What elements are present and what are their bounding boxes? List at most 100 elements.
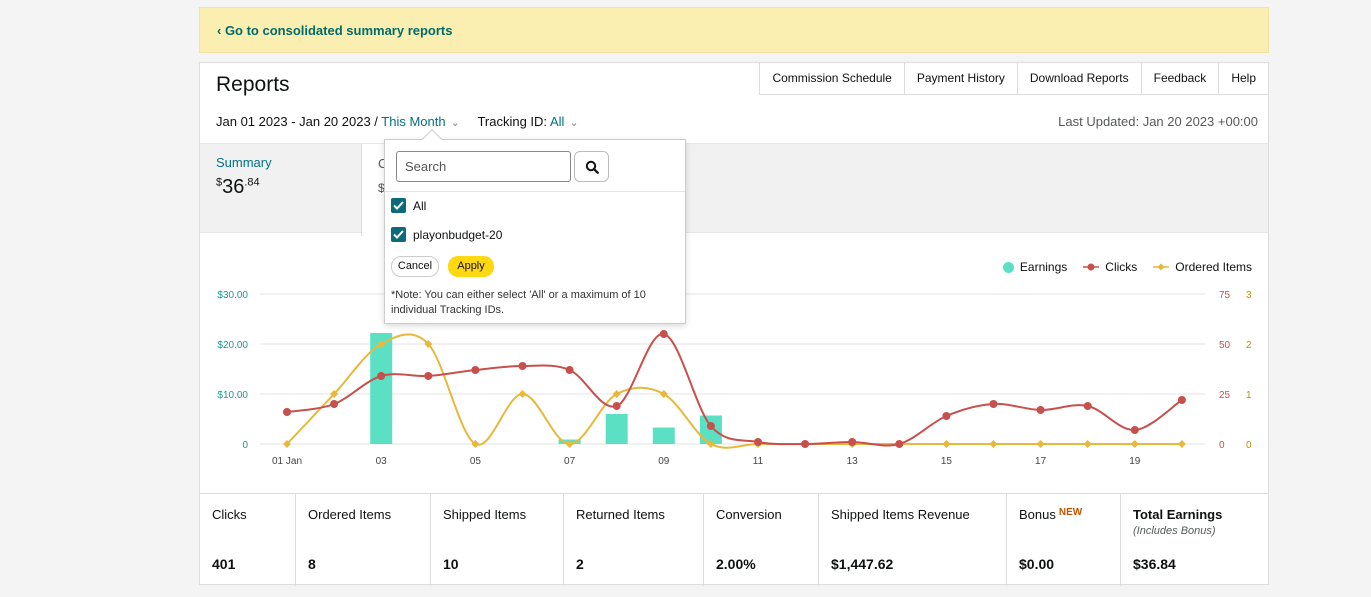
nav-help[interactable]: Help	[1218, 62, 1269, 95]
option-all[interactable]: All	[391, 198, 426, 213]
legend-ordered-items[interactable]: Ordered Items	[1153, 260, 1252, 274]
date-range: Jan 01 2023 - Jan 20 2023 /	[216, 114, 378, 129]
x-tick-label: 19	[1129, 456, 1141, 467]
checkbox-checked-icon[interactable]	[391, 227, 406, 242]
x-tick-label: 03	[376, 456, 388, 467]
x-tick-label: 09	[658, 456, 670, 467]
apply-button[interactable]: Apply	[448, 256, 494, 277]
earnings-bar	[605, 414, 628, 444]
ordered-items-point	[518, 390, 527, 398]
x-tick-label: 07	[564, 456, 576, 467]
checkbox-checked-icon[interactable]	[391, 198, 406, 213]
nav-feedback[interactable]: Feedback	[1140, 62, 1220, 95]
new-badge: NEW	[1058, 507, 1083, 518]
option-playonbudget[interactable]: playonbudget-20	[391, 227, 502, 242]
clicks-line-icon	[1083, 263, 1100, 271]
clicks-point	[518, 362, 527, 370]
stat-bonus: Bonus NEW $0.00	[1007, 494, 1121, 586]
clicks-point	[895, 440, 904, 448]
ordered-items-point	[1177, 440, 1186, 448]
earnings-bar	[370, 333, 393, 444]
nav-download-reports[interactable]: Download Reports	[1016, 62, 1142, 95]
tab-summary-label: Summary	[216, 155, 272, 170]
y-right-outer-tick: 25	[1219, 390, 1231, 401]
chart-legend: Earnings Clicks Ordered Items	[1002, 260, 1252, 274]
earnings-bar	[652, 427, 675, 444]
clicks-point	[612, 402, 621, 410]
summary-tabs: Summary $36.84 C $	[200, 143, 1268, 236]
x-tick-label: 15	[941, 456, 953, 467]
clicks-point	[942, 412, 951, 420]
ordered-items-point	[612, 390, 621, 398]
top-nav: Commission Schedule Payment History Down…	[759, 62, 1269, 95]
tab-summary[interactable]: Summary $36.84	[216, 155, 272, 199]
chevron-down-icon[interactable]: ⌄	[569, 117, 579, 129]
last-updated: Last Updated: Jan 20 2023 +00:00	[1058, 114, 1258, 129]
consolidated-banner: ‹ Go to consolidated summary reports	[199, 7, 1269, 53]
stat-returned-items: Returned Items 2	[564, 494, 704, 586]
clicks-point	[1130, 426, 1139, 434]
stat-shipped-revenue: Shipped Items Revenue $1,447.62	[819, 494, 1007, 586]
filter-bar: Jan 01 2023 - Jan 20 2023 / This Month ⌄ …	[216, 114, 579, 129]
cancel-button[interactable]: Cancel	[391, 256, 439, 277]
clicks-point	[706, 422, 715, 430]
ordered-items-point	[565, 440, 574, 448]
y-left-tick: $30.00	[217, 290, 248, 301]
clicks-point	[1083, 402, 1092, 410]
clicks-point	[330, 400, 339, 408]
y-right-inner-tick: 3	[1246, 290, 1252, 301]
ordered-items-point	[989, 440, 998, 448]
ordered-items-point	[706, 440, 715, 448]
consolidated-reports-link[interactable]: ‹ Go to consolidated summary reports	[217, 23, 453, 38]
ordered-items-point	[424, 340, 433, 348]
tracking-id-popup: All playonbudget-20 Cancel Apply *Note: …	[384, 129, 686, 324]
stat-total-earnings: Total Earnings (Includes Bonus) $36.84	[1133, 507, 1223, 572]
clicks-point	[283, 408, 291, 416]
clicks-point	[801, 440, 810, 448]
y-left-tick: $20.00	[217, 340, 248, 351]
chevron-down-icon[interactable]: ⌄	[450, 117, 460, 129]
x-tick-label: 05	[470, 456, 482, 467]
x-tick-label: 13	[847, 456, 859, 467]
ordered-line-icon	[1153, 263, 1170, 271]
ordered-items-point	[659, 390, 668, 398]
legend-earnings[interactable]: Earnings	[1002, 260, 1067, 274]
earnings-chart: 0 0 0 $10.00 25 1 $20.00 50 2 $30.00 75 3 01 Jan 03 05…	[217, 290, 1252, 467]
search-input[interactable]	[396, 151, 571, 182]
clicks-point	[1177, 396, 1186, 404]
x-tick-label: 11	[753, 456, 764, 467]
clicks-point	[377, 372, 386, 380]
clicks-point	[989, 400, 998, 408]
period-dropdown[interactable]: This Month	[381, 114, 446, 129]
search-button[interactable]	[574, 151, 609, 182]
stat-clicks: Clicks 401	[200, 494, 296, 586]
popup-divider	[385, 191, 685, 192]
y-left-tick: $10.00	[217, 390, 248, 401]
ordered-items-line	[286, 333, 1182, 449]
tracking-label: Tracking ID:	[477, 114, 548, 129]
ordered-items-point	[1036, 440, 1045, 448]
page-title: Reports	[216, 73, 290, 96]
legend-clicks[interactable]: Clicks	[1083, 260, 1137, 274]
y-right-inner-tick: 2	[1246, 340, 1252, 351]
ordered-items-point	[1083, 440, 1092, 448]
stat-conversion: Conversion 2.00%	[704, 494, 819, 586]
tracking-dropdown[interactable]: All	[549, 114, 565, 129]
x-tick-label: 01 Jan	[272, 456, 302, 467]
tab-summary-amount: $36.84	[216, 176, 260, 198]
ordered-items-point	[330, 390, 339, 398]
stats-bar: Clicks 401 Ordered Items 8 Shipped Items 10…	[200, 493, 1268, 586]
clicks-line	[286, 333, 1183, 447]
y-right-inner-tick: 1	[1246, 390, 1252, 401]
tab-secondary-value: $	[378, 181, 385, 195]
clicks-point	[1036, 406, 1045, 414]
clicks-point	[424, 372, 433, 380]
popup-note: *Note: You can either select 'All' or a …	[391, 289, 646, 316]
clicks-point	[848, 438, 857, 446]
y-right-outer-tick: 75	[1219, 290, 1231, 301]
ordered-items-point	[942, 440, 951, 448]
ordered-items-point	[283, 440, 291, 448]
y-right-outer-tick: 0	[1219, 440, 1225, 451]
clicks-point	[659, 330, 668, 338]
tab-secondary-label: C	[378, 156, 388, 171]
